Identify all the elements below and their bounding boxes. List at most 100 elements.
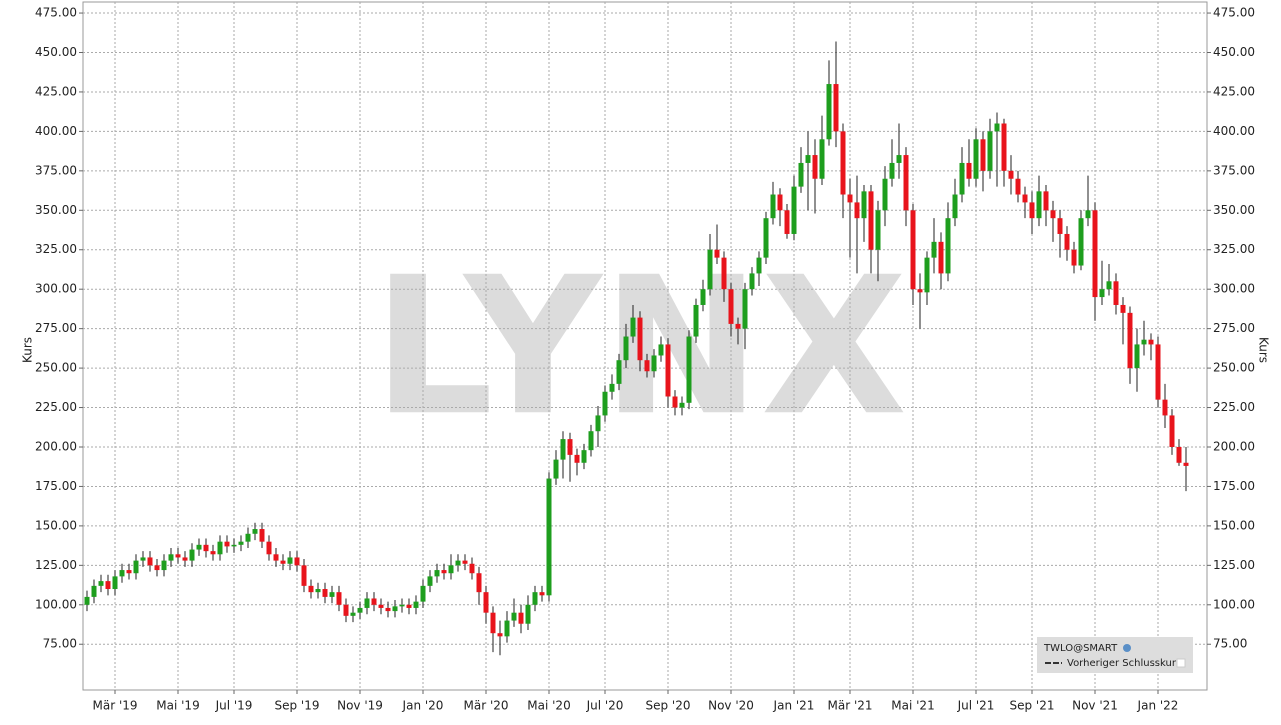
- candle-body: [812, 155, 818, 179]
- candle-body: [1071, 249, 1077, 266]
- candle-body: [882, 178, 888, 211]
- candle-body: [154, 565, 160, 571]
- y2-tick-label: 350.00: [1213, 203, 1255, 217]
- legend-checkbox[interactable]: [1176, 658, 1186, 668]
- candle-body: [833, 84, 839, 132]
- candle-body: [805, 155, 811, 163]
- x-tick-label: Jul '20: [586, 699, 624, 713]
- candle-body: [420, 585, 426, 602]
- y-tick-label: 400.00: [35, 124, 77, 138]
- candle-body: [1001, 123, 1007, 171]
- candle-body: [966, 162, 972, 179]
- candle-body: [469, 563, 475, 574]
- candle-body: [462, 560, 468, 564]
- candle-body: [707, 249, 713, 290]
- candle-body: [840, 131, 846, 195]
- y-axis-label: Kurs: [21, 337, 35, 363]
- y-tick-label: 150.00: [35, 518, 77, 532]
- x-tick-label: Mär '20: [463, 699, 508, 713]
- candle-body: [329, 592, 335, 597]
- candle-body: [448, 565, 454, 574]
- candle-body: [588, 431, 594, 451]
- candle-body: [511, 612, 517, 621]
- candle-body: [959, 162, 965, 195]
- candle-body: [1064, 233, 1070, 250]
- y-tick-label: 300.00: [35, 282, 77, 296]
- candle-body: [224, 541, 230, 547]
- candle-body: [112, 576, 118, 590]
- candle-body: [917, 289, 923, 293]
- candle-body: [1015, 178, 1021, 195]
- candle-body: [252, 529, 258, 534]
- candle-body: [175, 554, 181, 558]
- candle-body: [119, 570, 125, 577]
- candle-body: [1127, 312, 1133, 369]
- candle-body: [994, 123, 1000, 132]
- candle-body: [567, 439, 573, 455]
- candle-body: [973, 139, 979, 179]
- candle-body: [280, 560, 286, 564]
- legend-icon: [1123, 644, 1131, 652]
- candle-body: [364, 598, 370, 608]
- x-tick-label: Nov '20: [708, 699, 754, 713]
- y2-tick-label: 75.00: [1213, 637, 1247, 651]
- candle-body: [532, 592, 538, 605]
- candle-body: [602, 391, 608, 416]
- y-tick-label: 450.00: [35, 45, 77, 59]
- y-tick-label: 375.00: [35, 163, 77, 177]
- candle-body: [1022, 194, 1028, 203]
- y-tick-label: 75.00: [43, 637, 77, 651]
- x-tick-label: Jul '21: [957, 699, 995, 713]
- candle-body: [623, 336, 629, 361]
- y2-axis-label: Kurs: [1257, 337, 1271, 363]
- candle-body: [875, 210, 881, 250]
- candle-body: [546, 478, 552, 596]
- candle-body: [819, 139, 825, 179]
- y-tick-label: 175.00: [35, 479, 77, 493]
- candle-body: [651, 355, 657, 372]
- y2-tick-label: 275.00: [1213, 321, 1255, 335]
- x-tick-label: Mär '19: [92, 699, 137, 713]
- candle-body: [1085, 210, 1091, 219]
- candle-body: [763, 218, 769, 258]
- y-tick-label: 225.00: [35, 400, 77, 414]
- y-tick-label: 275.00: [35, 321, 77, 335]
- candle-body: [441, 570, 447, 574]
- y2-tick-label: 325.00: [1213, 242, 1255, 256]
- candle-body: [273, 554, 279, 561]
- candle-body: [476, 573, 482, 593]
- legend: [1037, 637, 1193, 673]
- candle-body: [1141, 339, 1147, 345]
- y2-tick-label: 150.00: [1213, 518, 1255, 532]
- y-tick-label: 325.00: [35, 242, 77, 256]
- y2-tick-label: 375.00: [1213, 163, 1255, 177]
- x-tick-label: Jan '21: [773, 699, 815, 713]
- candle-body: [84, 596, 90, 605]
- candle-body: [784, 210, 790, 234]
- y2-tick-label: 175.00: [1213, 479, 1255, 493]
- candle-body: [749, 273, 755, 290]
- candle-body: [553, 459, 559, 479]
- candle-body: [105, 581, 111, 590]
- candle-body: [308, 585, 314, 593]
- x-tick-label: Sep '19: [275, 699, 320, 713]
- candle-body: [427, 576, 433, 586]
- candle-body: [861, 191, 867, 219]
- candle-body: [189, 549, 195, 561]
- candle-body: [147, 557, 153, 566]
- candle-body: [518, 612, 524, 624]
- x-tick-label: Jan '22: [1137, 699, 1179, 713]
- candle-body: [203, 544, 209, 552]
- candle-body: [644, 360, 650, 372]
- candle-body: [455, 560, 461, 566]
- candle-body: [980, 139, 986, 171]
- candle-body: [1120, 304, 1126, 313]
- x-tick-label: Jul '19: [215, 699, 253, 713]
- y-tick-label: 250.00: [35, 361, 77, 375]
- candle-body: [1169, 415, 1175, 447]
- candle-body: [826, 84, 832, 140]
- candle-body: [903, 155, 909, 211]
- y-tick-label: 475.00: [35, 6, 77, 20]
- candle-body: [266, 541, 272, 555]
